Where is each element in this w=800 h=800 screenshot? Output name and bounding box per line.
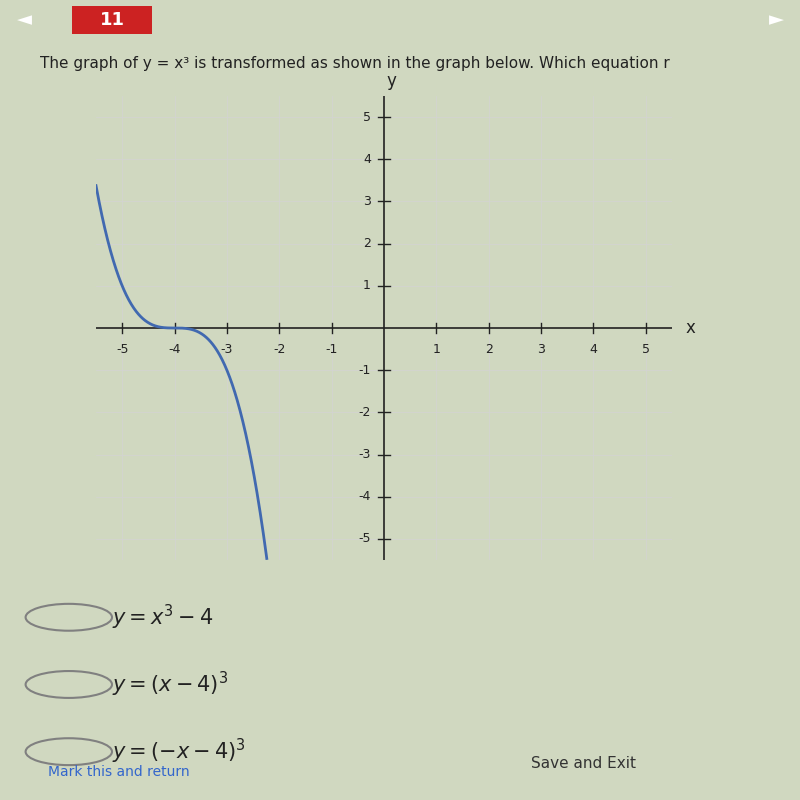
Text: 3: 3 [363,195,371,208]
Text: -5: -5 [358,533,371,546]
Text: -1: -1 [358,364,371,377]
Text: 1: 1 [363,279,371,292]
Text: 4: 4 [363,153,371,166]
Text: -3: -3 [358,448,371,461]
Text: 5: 5 [363,110,371,123]
Text: Save and Exit: Save and Exit [531,757,637,771]
Text: $y = (x - 4)^3$: $y = (x - 4)^3$ [112,670,228,699]
Text: 1: 1 [433,342,440,356]
Text: Mark this and return: Mark this and return [48,765,190,779]
Text: 3: 3 [537,342,545,356]
Text: 11: 11 [99,11,125,29]
Text: x: x [686,319,695,337]
Text: $y = x^3 - 4$: $y = x^3 - 4$ [112,602,214,632]
Text: -3: -3 [221,342,233,356]
FancyBboxPatch shape [72,6,152,34]
Text: $y = (-x - 4)^3$: $y = (-x - 4)^3$ [112,737,246,766]
Text: -2: -2 [358,406,371,419]
Text: ◄: ◄ [17,10,31,30]
Text: 5: 5 [642,342,650,356]
Text: 4: 4 [590,342,598,356]
Text: y: y [387,72,397,90]
Text: 2: 2 [485,342,493,356]
Text: -4: -4 [168,342,181,356]
Text: The graph of y = x³ is transformed as shown in the graph below. Which equation r: The graph of y = x³ is transformed as sh… [40,56,670,71]
Text: ►: ► [769,10,783,30]
Text: -4: -4 [358,490,371,503]
Text: -1: -1 [326,342,338,356]
Text: 2: 2 [363,237,371,250]
Text: -2: -2 [273,342,286,356]
Text: -5: -5 [116,342,129,356]
